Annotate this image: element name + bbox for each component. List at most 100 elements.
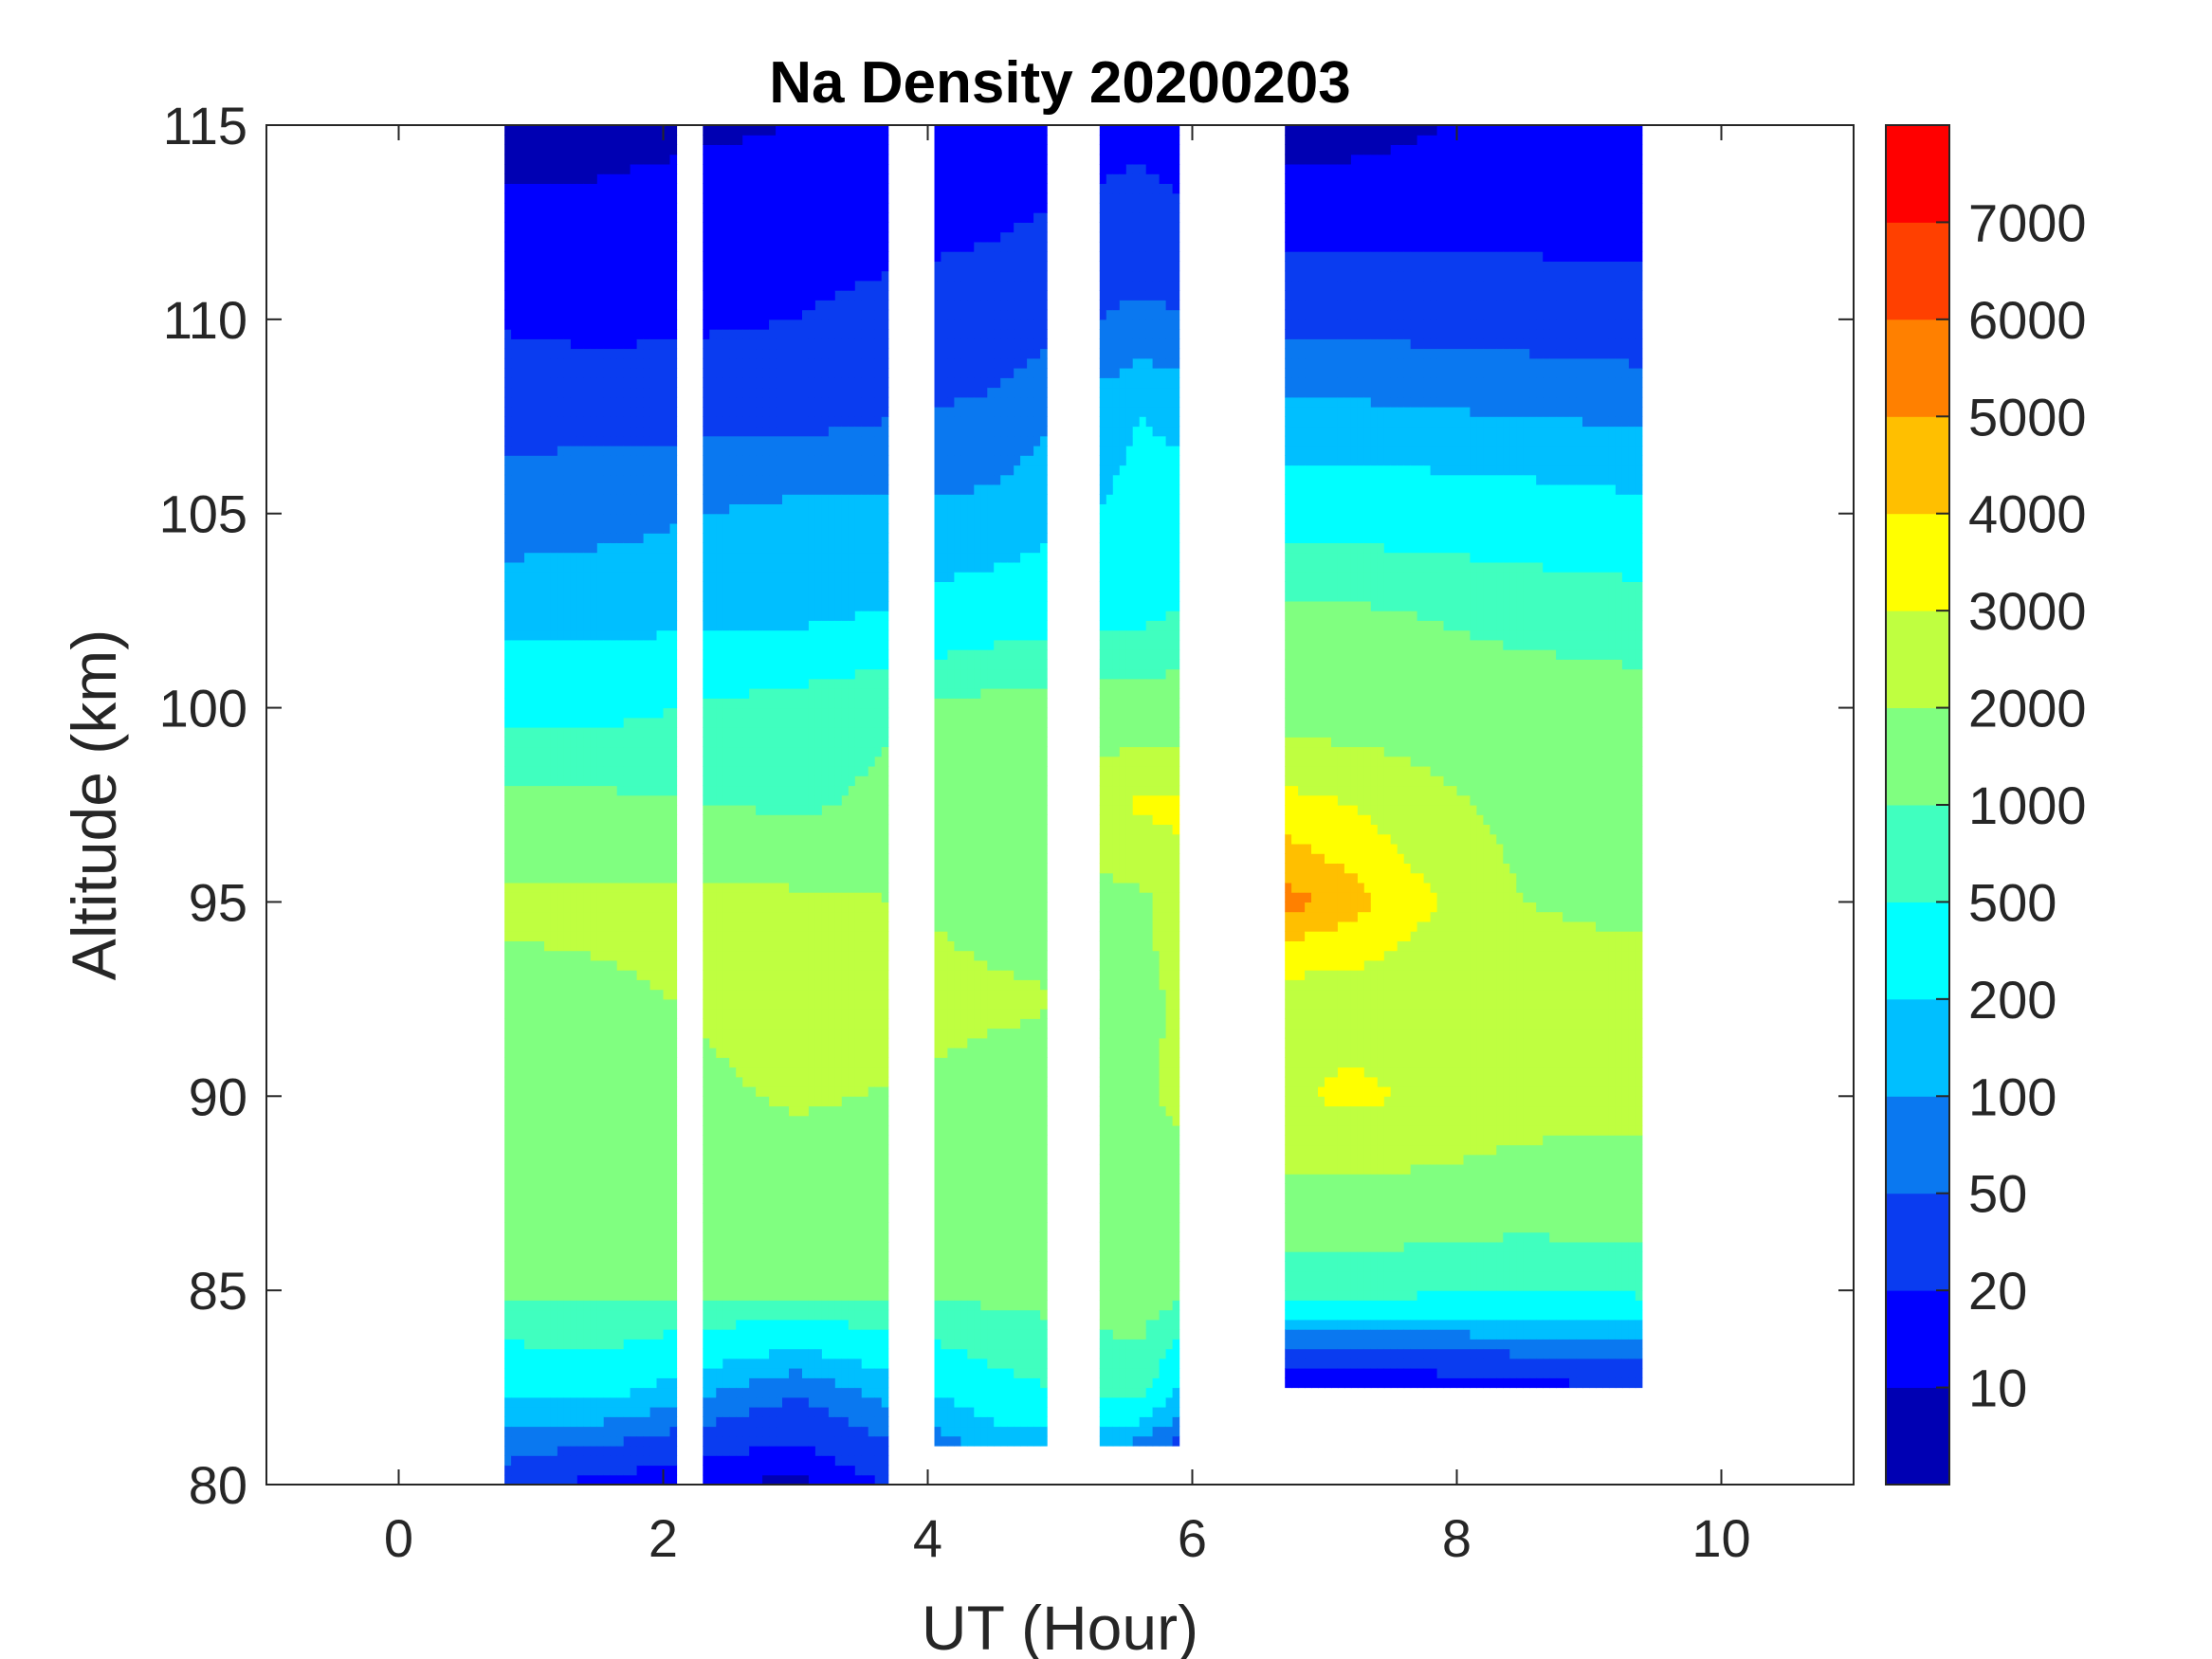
contour-cell xyxy=(524,1446,532,1456)
contour-cell xyxy=(550,241,558,252)
contour-cell xyxy=(511,572,519,582)
contour-cell xyxy=(524,902,532,913)
contour-cell xyxy=(643,1009,651,1019)
contour-cell xyxy=(511,611,519,621)
contour-cell xyxy=(557,1319,565,1330)
contour-cell xyxy=(557,707,565,719)
contour-cell xyxy=(643,775,651,787)
contour-cell xyxy=(583,833,592,845)
contour-cell xyxy=(749,1416,757,1428)
contour-cell xyxy=(583,465,592,476)
contour-cell xyxy=(656,970,665,980)
contour-cell xyxy=(616,805,625,815)
contour-cell xyxy=(583,1193,592,1204)
contour-cell xyxy=(576,911,585,922)
contour-cell xyxy=(649,416,658,428)
contour-cell xyxy=(583,251,592,262)
contour-cell xyxy=(524,998,532,1010)
contour-cell xyxy=(504,717,512,728)
contour-cell xyxy=(643,1270,651,1282)
contour-cell xyxy=(703,1066,710,1078)
contour-cell xyxy=(749,231,757,243)
contour-cell xyxy=(518,396,525,408)
contour-cell xyxy=(663,620,671,631)
contour-cell xyxy=(563,164,572,174)
contour-cell xyxy=(749,1465,757,1476)
contour-cell xyxy=(703,503,710,515)
contour-cell xyxy=(583,329,592,339)
contour-cell xyxy=(603,775,612,787)
contour-cell xyxy=(511,737,519,748)
contour-cell xyxy=(583,1183,592,1194)
contour-cell xyxy=(663,154,671,165)
contour-cell xyxy=(729,805,737,815)
contour-cell xyxy=(590,805,598,815)
contour-cell xyxy=(596,1358,605,1369)
contour-cell xyxy=(669,357,678,369)
contour-cell xyxy=(636,1066,645,1078)
contour-cell xyxy=(623,1435,631,1447)
contour-cell xyxy=(649,270,658,282)
contour-cell xyxy=(722,1115,730,1126)
contour-cell xyxy=(576,494,585,504)
contour-cell xyxy=(669,998,678,1010)
contour-cell xyxy=(742,1144,750,1156)
contour-cell xyxy=(756,1212,763,1223)
contour-cell xyxy=(570,1407,578,1417)
contour-cell xyxy=(610,1018,618,1030)
contour-cell xyxy=(729,970,737,980)
contour-cell xyxy=(603,231,612,243)
contour-cell xyxy=(583,192,592,204)
contour-cell xyxy=(749,494,757,504)
contour-cell xyxy=(762,1387,770,1398)
contour-cell xyxy=(616,552,625,563)
contour-cell xyxy=(729,1028,737,1039)
contour-cell xyxy=(669,659,678,670)
contour-cell xyxy=(643,416,651,428)
contour-cell xyxy=(623,552,631,563)
contour-cell xyxy=(603,1076,612,1087)
contour-cell xyxy=(544,639,552,650)
contour-cell xyxy=(511,756,519,767)
contour-cell xyxy=(742,1096,750,1107)
contour-cell xyxy=(663,1474,671,1486)
contour-cell xyxy=(649,1203,658,1213)
contour-cell xyxy=(550,1154,558,1165)
contour-cell xyxy=(544,561,552,573)
contour-cell xyxy=(538,678,545,689)
contour-cell xyxy=(649,639,658,650)
contour-cell xyxy=(504,1028,512,1039)
contour-cell xyxy=(550,1203,558,1213)
contour-cell xyxy=(643,678,651,689)
contour-cell xyxy=(736,844,743,854)
contour-cell xyxy=(616,212,625,223)
contour-cell xyxy=(656,892,665,902)
contour-cell xyxy=(630,872,638,884)
contour-cell xyxy=(742,572,750,582)
contour-cell xyxy=(583,600,592,611)
contour-cell xyxy=(518,1251,525,1262)
contour-cell xyxy=(616,270,625,282)
contour-cell xyxy=(544,844,552,854)
contour-cell xyxy=(583,853,592,864)
contour-cell xyxy=(729,387,737,398)
contour-cell xyxy=(742,319,750,330)
contour-cell xyxy=(576,1212,585,1223)
contour-cell xyxy=(749,1203,757,1213)
contour-cell xyxy=(749,368,757,378)
contour-cell xyxy=(623,1290,631,1301)
contour-cell xyxy=(749,766,757,776)
contour-cell xyxy=(749,629,757,641)
contour-cell xyxy=(570,1474,578,1486)
contour-cell xyxy=(742,659,750,670)
contour-cell xyxy=(616,1009,625,1019)
contour-cell xyxy=(576,1251,585,1262)
contour-cell xyxy=(656,533,665,543)
contour-cell xyxy=(524,1212,532,1223)
contour-cell xyxy=(762,611,770,621)
contour-cell xyxy=(576,688,585,699)
contour-cell xyxy=(557,1290,565,1301)
contour-cell xyxy=(583,1009,592,1019)
contour-cell xyxy=(656,465,665,476)
contour-cell xyxy=(643,959,651,971)
